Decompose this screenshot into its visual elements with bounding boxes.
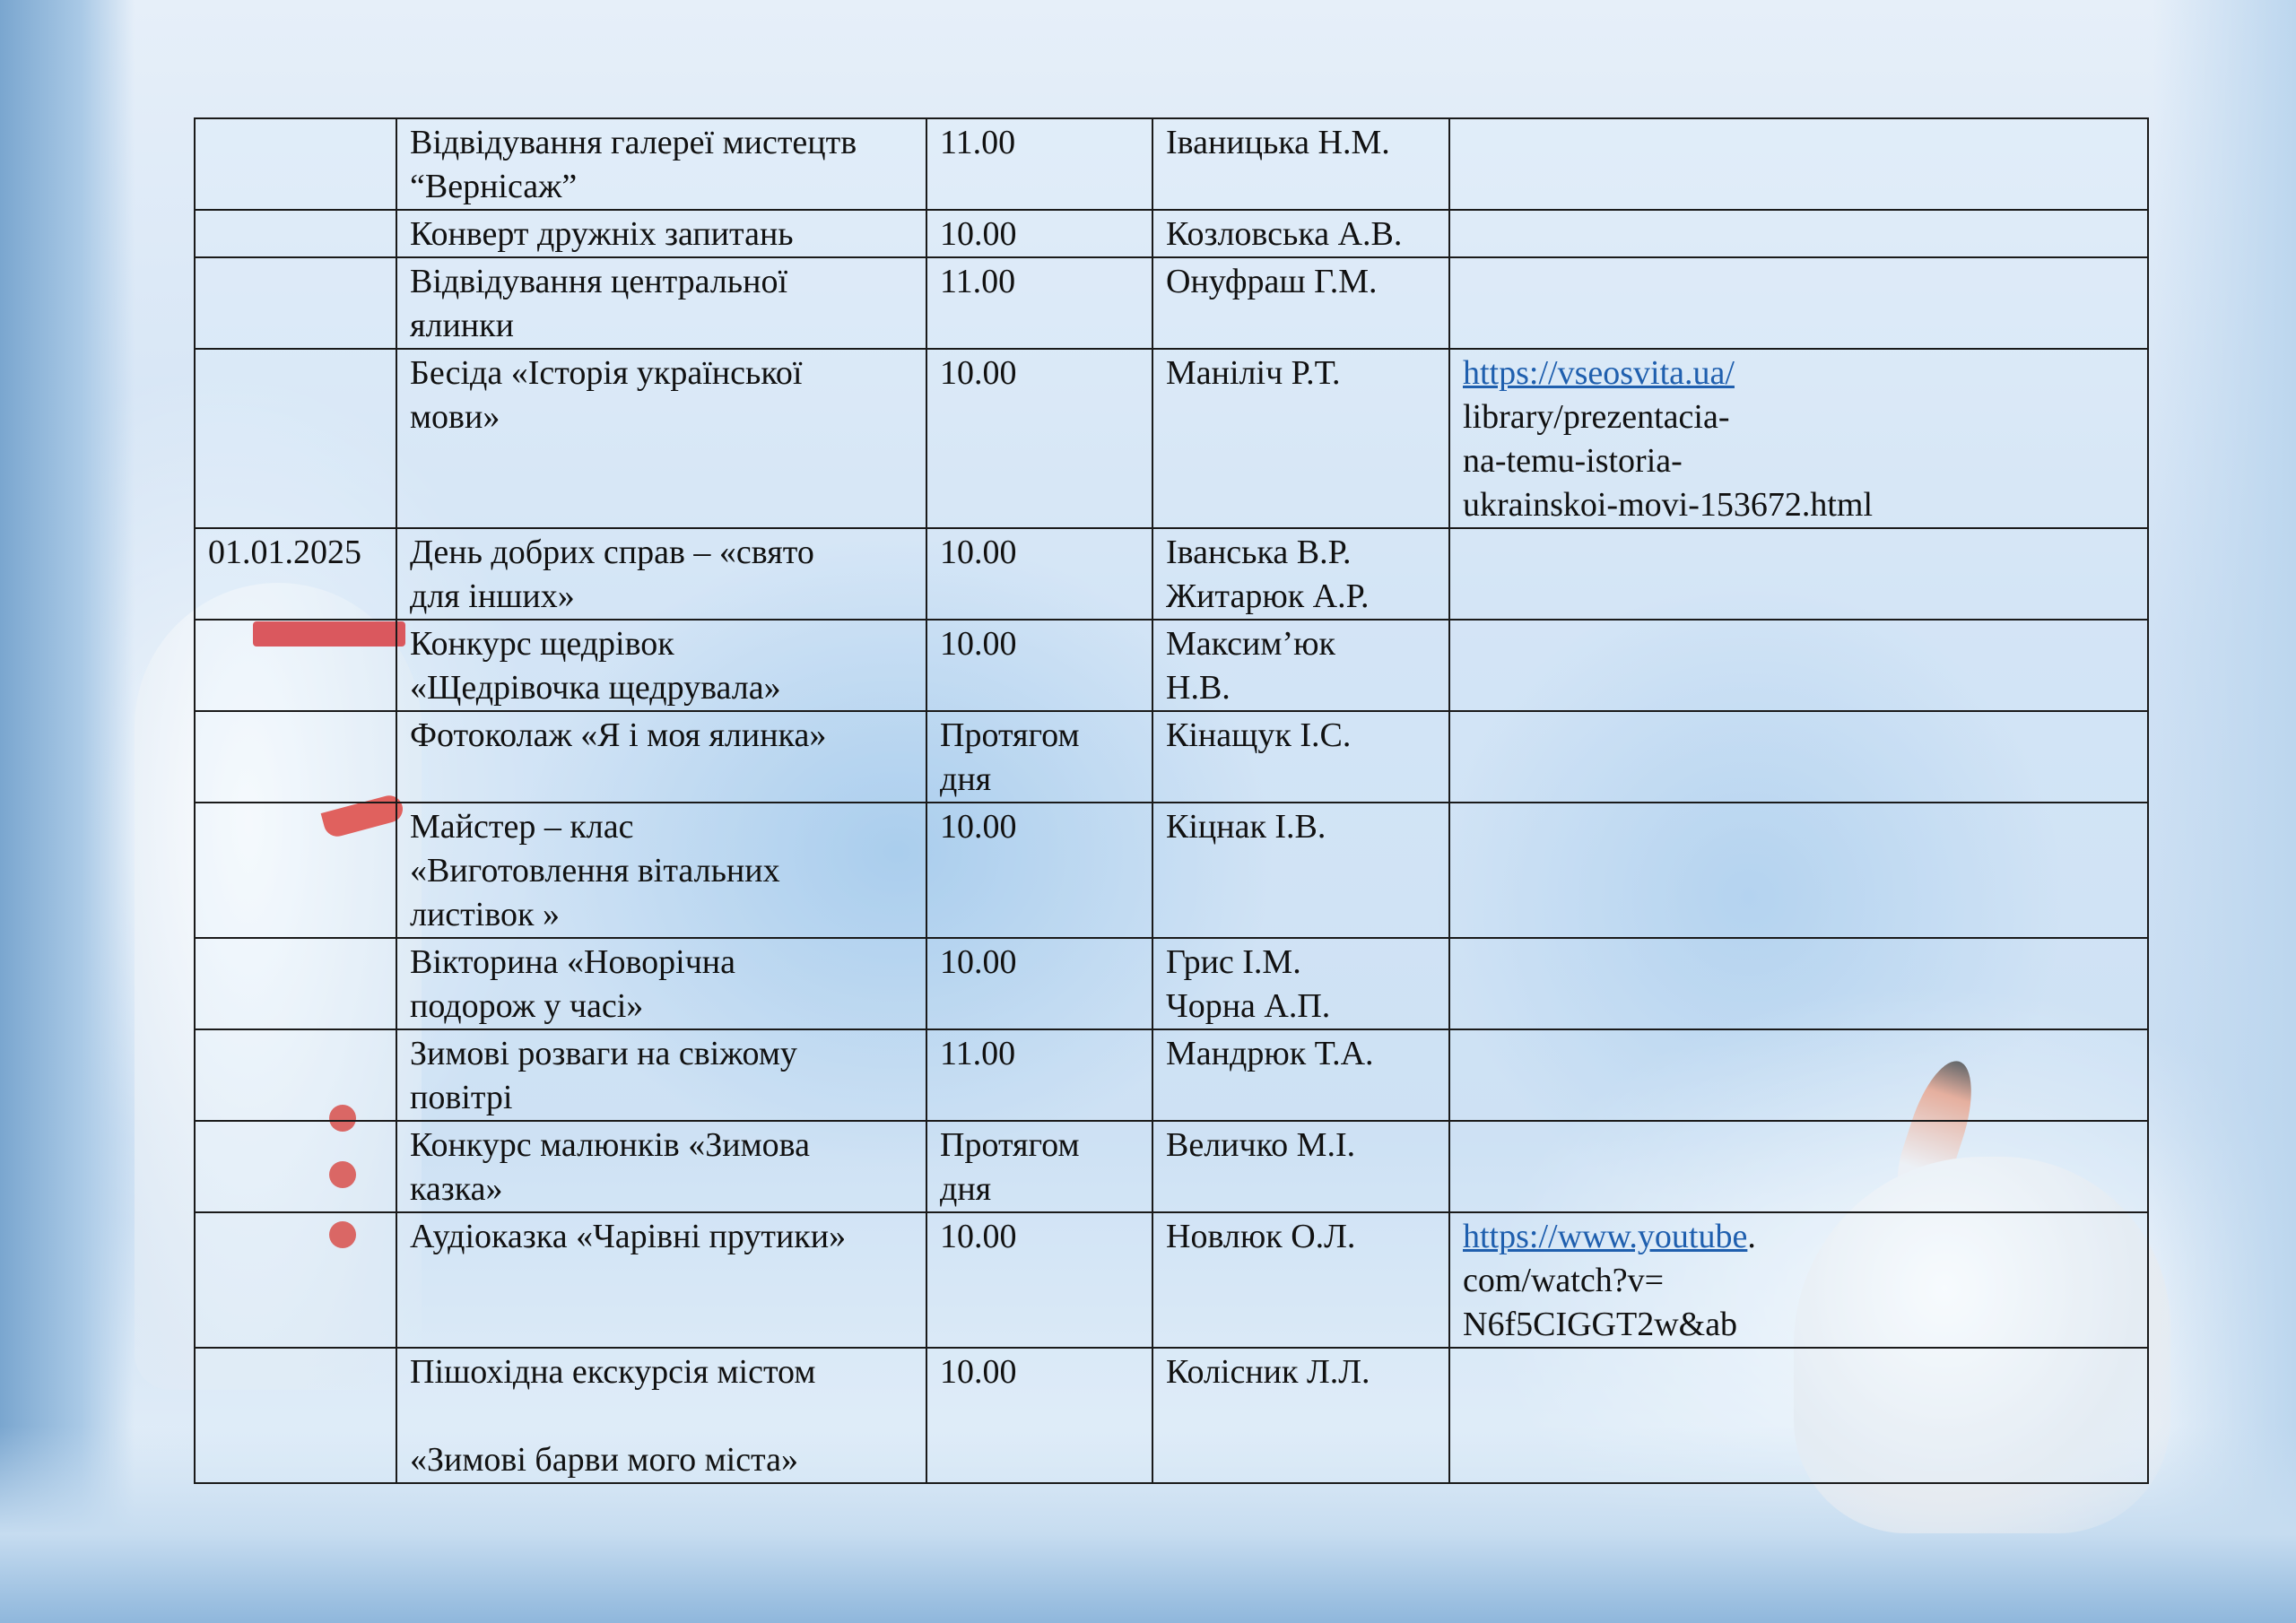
table-row: Зимові розваги на свіжому повітрі 11.00 Ма… xyxy=(194,1028,2149,1122)
background-frost-left xyxy=(0,0,135,1623)
resource-cell xyxy=(1448,117,2149,211)
resource-cell xyxy=(1448,209,2149,258)
responsible-cell: Величко М.І. xyxy=(1152,1120,1450,1213)
resource-cell xyxy=(1448,256,2149,350)
time-cell: 11.00 xyxy=(926,256,1153,350)
time-cell: Протягом дня xyxy=(926,710,1153,803)
resource-cell xyxy=(1448,802,2149,939)
resource-cell xyxy=(1448,937,2149,1030)
table-row: Майстер – клас «Виготовлення вітальних л… xyxy=(194,802,2149,939)
table-row: 01.01.2025 День добрих справ – «свято для… xyxy=(194,527,2149,621)
responsible-cell: Іваницька Н.М. xyxy=(1152,117,1450,211)
date-cell xyxy=(194,1211,397,1349)
event-cell: Конверт дружніх запитань xyxy=(396,209,927,258)
resource-cell xyxy=(1448,1028,2149,1122)
date-cell xyxy=(194,348,397,529)
table-row: Конкурс малюнків «Зимова казка» Протягом … xyxy=(194,1120,2149,1213)
table-row: Відвідування центральної ялинки 11.00 Онуф… xyxy=(194,256,2149,350)
event-cell: Аудіоказка «Чарівні прутики» xyxy=(396,1211,927,1349)
responsible-cell: Іванська В.Р. Житарюк А.Р. xyxy=(1152,527,1450,621)
time-cell: 11.00 xyxy=(926,117,1153,211)
responsible-cell: Новлюк О.Л. xyxy=(1152,1211,1450,1349)
resource-cell xyxy=(1448,710,2149,803)
time-cell: 10.00 xyxy=(926,937,1153,1030)
date-cell xyxy=(194,209,397,258)
date-cell xyxy=(194,1120,397,1213)
date-cell xyxy=(194,1028,397,1122)
date-cell xyxy=(194,256,397,350)
responsible-cell: Кіцнак І.В. xyxy=(1152,802,1450,939)
table-row: Пішохідна екскурсія містом «Зимові барви… xyxy=(194,1347,2149,1484)
event-cell: Зимові розваги на свіжому повітрі xyxy=(396,1028,927,1122)
schedule-table: Відвідування галереї мистецтв “Вернісаж”… xyxy=(194,117,2149,1484)
responsible-cell: Колісник Л.Л. xyxy=(1152,1347,1450,1484)
table-row: Конкурс щедрівок «Щедрівочка щедрувала» 1… xyxy=(194,619,2149,712)
time-cell: 10.00 xyxy=(926,209,1153,258)
resource-cell xyxy=(1448,619,2149,712)
responsible-cell: Онуфраш Г.М. xyxy=(1152,256,1450,350)
table-row: Відвідування галереї мистецтв “Вернісаж”… xyxy=(194,117,2149,211)
time-cell: 10.00 xyxy=(926,1347,1153,1484)
table-row: Вікторина «Новорічна подорож у часі» 10.0… xyxy=(194,937,2149,1030)
date-cell xyxy=(194,619,397,712)
event-cell: Конкурс малюнків «Зимова казка» xyxy=(396,1120,927,1213)
event-cell: Пішохідна екскурсія містом «Зимові барви… xyxy=(396,1347,927,1484)
time-cell: 10.00 xyxy=(926,348,1153,529)
table-row: Аудіоказка «Чарівні прутики» 10.00 Новлюк … xyxy=(194,1211,2149,1349)
responsible-cell: Маніліч Р.Т. xyxy=(1152,348,1450,529)
date-cell xyxy=(194,710,397,803)
resource-cell xyxy=(1448,1347,2149,1484)
resource-cell xyxy=(1448,1120,2149,1213)
responsible-cell: Козловська А.В. xyxy=(1152,209,1450,258)
responsible-cell: Мандрюк Т.А. xyxy=(1152,1028,1450,1122)
event-cell: Конкурс щедрівок «Щедрівочка щедрувала» xyxy=(396,619,927,712)
resource-cell xyxy=(1448,527,2149,621)
resource-text: . com/watch?v= N6f5CIGGT2w&ab xyxy=(1463,1218,1756,1343)
event-cell: Фотоколаж «Я і моя ялинка» xyxy=(396,710,927,803)
event-cell: Вікторина «Новорічна подорож у часі» xyxy=(396,937,927,1030)
resource-cell: https://www.youtube. com/watch?v= N6f5CI… xyxy=(1448,1211,2149,1349)
table-row: Конверт дружніх запитань 10.00 Козловська … xyxy=(194,209,2149,258)
table-row: Фотоколаж «Я і моя ялинка» Протягом дня Кі… xyxy=(194,710,2149,803)
responsible-cell: Кінащук І.С. xyxy=(1152,710,1450,803)
resource-text: library/prezentacia- na-temu-istoria- uk… xyxy=(1463,398,1874,524)
responsible-cell: Грис І.М. Чорна А.П. xyxy=(1152,937,1450,1030)
time-cell: Протягом дня xyxy=(926,1120,1153,1213)
time-cell: 10.00 xyxy=(926,527,1153,621)
resource-link[interactable]: https://vseosvita.ua/ xyxy=(1463,354,1735,392)
event-cell: День добрих справ – «свято для інших» xyxy=(396,527,927,621)
resource-link[interactable]: https://www.youtube xyxy=(1463,1218,1748,1255)
date-cell xyxy=(194,802,397,939)
table-row: Бесіда «Історія української мови» 10.00 Ма… xyxy=(194,348,2149,529)
date-cell xyxy=(194,937,397,1030)
date-cell: 01.01.2025 xyxy=(194,527,397,621)
background-frost-right xyxy=(2152,0,2296,1623)
event-cell: Відвідування центральної ялинки xyxy=(396,256,927,350)
date-cell xyxy=(194,117,397,211)
time-cell: 10.00 xyxy=(926,802,1153,939)
responsible-cell: Максим’юк Н.В. xyxy=(1152,619,1450,712)
event-cell: Бесіда «Історія української мови» xyxy=(396,348,927,529)
time-cell: 10.00 xyxy=(926,1211,1153,1349)
time-cell: 11.00 xyxy=(926,1028,1153,1122)
date-cell xyxy=(194,1347,397,1484)
resource-cell: https://vseosvita.ua/ library/prezentaci… xyxy=(1448,348,2149,529)
event-cell: Відвідування галереї мистецтв “Вернісаж” xyxy=(396,117,927,211)
time-cell: 10.00 xyxy=(926,619,1153,712)
event-cell: Майстер – клас «Виготовлення вітальних л… xyxy=(396,802,927,939)
